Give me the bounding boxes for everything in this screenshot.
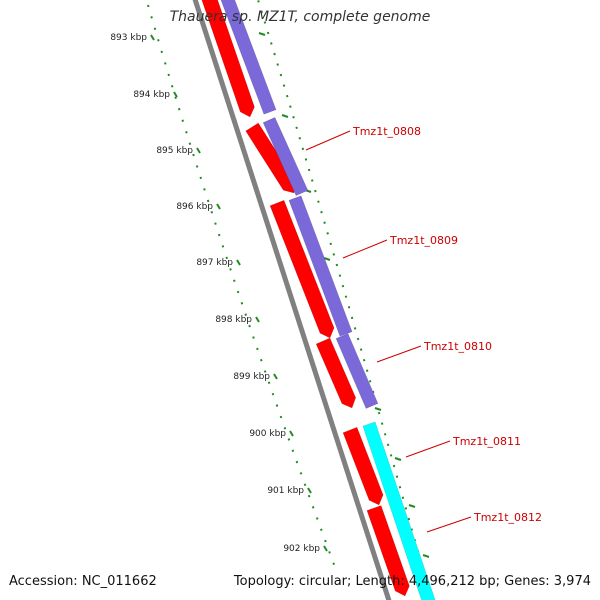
- gene-label: Tmz1t_0808: [352, 125, 421, 138]
- outer-tick-track: [257, 0, 433, 600]
- gene-leader-line: [426, 516, 472, 533]
- scale-tick: [273, 373, 278, 380]
- scale-tick: [196, 147, 201, 154]
- cog-strip: [335, 333, 379, 409]
- scale-tick-label: 897 kbp: [196, 258, 233, 268]
- scale-tick-label: 900 kbp: [249, 429, 286, 439]
- gene-label: Tmz1t_0809: [389, 234, 458, 247]
- cds-arrow: [366, 505, 410, 597]
- gene-label: Tmz1t_0810: [423, 340, 492, 353]
- scale-tick: [255, 316, 260, 323]
- scale-tick: [289, 430, 294, 437]
- scale-ticks: 893 kbp 894 kbp 895 kbp 896 kbp 897 kbp 898 k…: [110, 32, 430, 558]
- scale-tick-label: 895 kbp: [156, 146, 193, 156]
- gene-leader-line: [405, 440, 451, 458]
- cds-arrow: [315, 337, 357, 409]
- gene-label: Tmz1t_0811: [452, 435, 521, 448]
- scale-tick: [150, 34, 155, 41]
- outer-tick: [422, 554, 430, 558]
- genome-title: Thauera sp. MZ1T, complete genome: [169, 9, 431, 25]
- outer-tick: [281, 114, 289, 118]
- scale-tick-label: 902 kbp: [283, 544, 320, 554]
- scale-tick: [307, 487, 312, 494]
- scale-tick-label: 898 kbp: [215, 315, 252, 325]
- scale-tick-label: 896 kbp: [176, 202, 213, 212]
- outer-tick: [394, 457, 402, 461]
- cds-arrow: [201, 0, 255, 118]
- scale-track: [147, 4, 337, 571]
- scale-tick-label: 894 kbp: [133, 90, 170, 100]
- gene-label: Tmz1t_0812: [473, 511, 542, 524]
- scale-tick: [323, 545, 328, 552]
- scale-tick-label: 899 kbp: [233, 372, 270, 382]
- gene-labels: Tmz1t_0808 Tmz1t_0809 Tmz1t_0810 Tmz1t_0811…: [305, 125, 542, 533]
- cog-strip: [288, 195, 353, 337]
- gene-leader-line: [342, 239, 388, 259]
- genome-backbone: [192, 0, 392, 600]
- cog-strip: [262, 116, 309, 197]
- scale-tick: [216, 203, 221, 210]
- cds-arrow: [342, 426, 384, 506]
- genome-summary-text: Topology: circular; Length: 4,496,212 bp…: [233, 574, 591, 589]
- scale-tick: [173, 91, 178, 98]
- outer-tick: [374, 407, 382, 411]
- gene-leader-line: [376, 345, 422, 363]
- scale-tick-label: 901 kbp: [267, 486, 304, 496]
- outer-tick: [258, 32, 266, 36]
- outer-tick: [408, 504, 416, 508]
- scale-tick: [236, 259, 241, 266]
- gene-leader-line: [305, 130, 351, 151]
- gene-features: [201, 0, 436, 600]
- scale-tick-label: 893 kbp: [110, 33, 147, 43]
- cog-strip: [220, 0, 277, 115]
- outer-tick: [323, 257, 331, 261]
- cog-strip: [362, 421, 436, 600]
- cds-arrow: [269, 199, 335, 339]
- accession-text: Accession: NC_011662: [9, 574, 157, 589]
